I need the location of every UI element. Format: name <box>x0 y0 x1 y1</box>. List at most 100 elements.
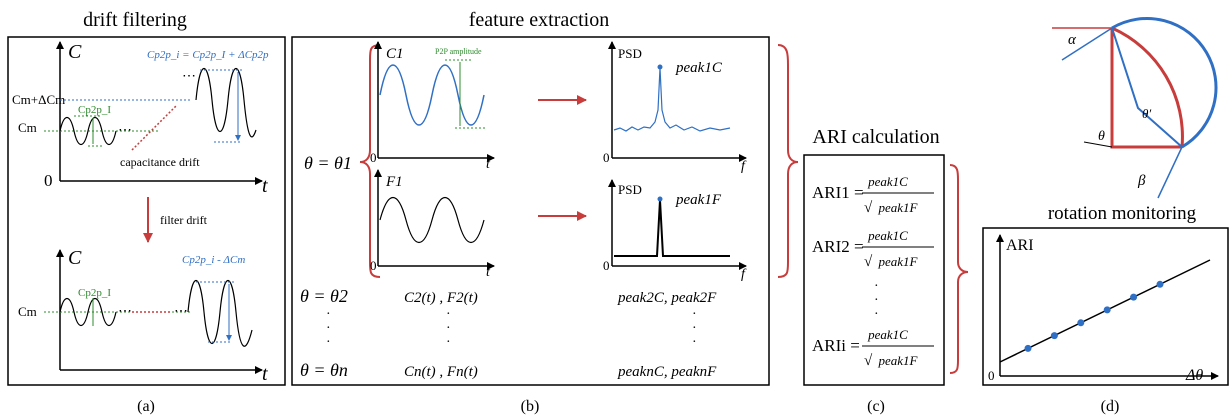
panel-b-peaks-2: peak2C, peak2F <box>617 290 717 306</box>
panel-b-signals-n: Cn(t) , Fn(t) <box>404 364 478 380</box>
panel-a-top-late-guides <box>200 69 244 143</box>
panel-a-bottom-cm-level: Cm <box>18 304 37 319</box>
panel-c-frame <box>803 154 945 386</box>
panel-b-psd-f-label: PSD <box>618 182 642 197</box>
panel-b-peaks-n: peaknC, peaknF <box>617 364 717 380</box>
panel-d-x-label: Δθ <box>1185 367 1203 384</box>
panel-d-y-label: ARI <box>1006 237 1034 254</box>
panel-d-theta-tick <box>1083 141 1113 148</box>
panel-b-peak-c: peak1C <box>675 60 723 76</box>
panel-b-psd-f-curve <box>614 199 730 257</box>
panel-c-row-2-den: peak1F <box>878 254 919 269</box>
panel-d-points <box>1024 280 1164 352</box>
panel-c-row-3-den: peak1F <box>878 353 919 368</box>
panel-a-filtered-equation: Cp2p_i - ΔCm <box>182 254 245 266</box>
panel-d-geometry <box>1052 17 1218 199</box>
panel-a-cm-level: Cm <box>18 120 37 135</box>
panel-b-frame <box>291 36 770 386</box>
panel-c-right-brace <box>949 164 969 374</box>
panel-c-vdot-2: · <box>874 293 879 308</box>
panel-b-right-brace <box>777 44 799 278</box>
panel-a-top-y-label: C <box>68 41 82 63</box>
panel-b-psd-c-f: f <box>741 159 747 174</box>
panel-b-theta2: θ = θ2 <box>300 286 348 306</box>
panel-a-label: (a) <box>137 398 155 415</box>
panel-d-frame <box>982 227 1229 386</box>
panel-c-label: (c) <box>867 398 885 415</box>
panel-d-theta: θ <box>1098 129 1105 144</box>
panel-b-f1-t: t <box>486 265 491 280</box>
panel-a-bottom-wave-early <box>59 297 117 327</box>
panel-c-vdot-3: · <box>874 307 879 322</box>
panel-a-filter-label: filter drift <box>160 213 208 227</box>
panel-d-theta-prime: θ′ <box>1142 106 1151 121</box>
panel-c-title: ARI calculation <box>812 126 939 148</box>
panel-b-c1-label: C1 <box>386 46 404 62</box>
panel-c-row-3-sqrt: √ <box>864 353 873 369</box>
panel-c-row-2-lhs: ARI2 = <box>812 237 864 256</box>
panel-b-title: feature extraction <box>469 9 609 31</box>
panel-c-row-2-sqrt: √ <box>864 254 873 270</box>
panel-b-vdots-1: · <box>326 307 331 322</box>
panel-c-row-1: ARI1 = peak1C √ peak1F <box>812 174 934 216</box>
panel-b-psd-f-origin: 0 <box>603 258 610 273</box>
panel-b-f1-wave <box>379 197 485 243</box>
panel-a-bottom-ellipsis: ⋯ <box>118 304 132 319</box>
panel-a-top-wave-early <box>59 116 117 146</box>
panel-c-vdot-1: · <box>874 279 879 294</box>
panel-a-top-x-label: t <box>262 175 268 197</box>
panel-b-peak-f: peak1F <box>675 192 722 208</box>
panel-b-label: (b) <box>521 398 540 415</box>
panel-b-f1-origin: 0 <box>370 258 377 273</box>
panel-a-bottom-late-guides <box>196 281 236 343</box>
panel-b-vdots-2: · <box>326 321 331 336</box>
panel-c-row-3: ARIi = peak1C √ peak1F <box>812 327 934 369</box>
panel-b-vdots-7: · <box>692 307 697 322</box>
panel-b-signals-2: C2(t) , F2(t) <box>404 290 478 306</box>
panel-d-red-arc <box>1111 26 1184 148</box>
panel-d-beta: β <box>1137 173 1146 189</box>
panel-a-cm-delta-level: Cm+ΔCm <box>12 92 65 107</box>
panel-b-c1-wave <box>379 64 485 126</box>
panel-c-row-2: ARI2 = peak1C √ peak1F <box>812 228 934 270</box>
panel-b-amplitude-note: P2P amplitude <box>435 47 482 56</box>
panel-a-bottom-wave-late <box>187 279 253 347</box>
panel-d-blue-arc <box>1111 17 1218 149</box>
panel-b-psd-f-peak-dot <box>657 196 663 202</box>
panel-a-top-origin: 0 <box>44 171 53 190</box>
panel-a-bottom-ellipsis-2: ⋯ <box>174 304 188 319</box>
panel-c-row-1-lhs: ARI1 = <box>812 183 864 202</box>
panel-d-point-1 <box>1024 344 1032 352</box>
panel-a-drift-line <box>131 105 177 151</box>
panel-b-theta1: θ = θ1 <box>304 153 352 173</box>
panel-d-alpha: α <box>1068 32 1077 48</box>
panel-a-top-ellipsis: ⋯ <box>118 123 132 138</box>
panel-d-point-3 <box>1077 319 1085 327</box>
panel-b-psd-c-origin: 0 <box>603 150 610 165</box>
panel-d-point-5 <box>1130 293 1138 301</box>
panel-a-bottom-y-label: C <box>68 247 82 269</box>
panel-b-psd-c-peak-dot <box>657 64 663 70</box>
panel-a-top-wave-late <box>195 67 257 138</box>
panel-a-top-ellipsis-2: ⋯ <box>182 69 196 84</box>
panel-d-point-2 <box>1050 332 1058 340</box>
panel-a-drift-note: capacitance drift <box>120 155 200 169</box>
panel-d-beta-line <box>1157 146 1183 199</box>
panel-b-f1-label: F1 <box>385 174 403 190</box>
panel-c-row-1-num: peak1C <box>867 174 908 189</box>
panel-b-c1-origin: 0 <box>370 150 377 165</box>
panel-d-blue-links <box>1111 27 1183 148</box>
panel-d-alpha-line <box>1061 27 1113 61</box>
panel-b-vdots-6: · <box>446 335 451 350</box>
panel-d-title: rotation monitoring <box>1048 203 1197 224</box>
panel-d-origin: 0 <box>988 368 995 383</box>
panel-b-vdots-9: · <box>692 335 697 350</box>
panel-d-point-6 <box>1156 280 1164 288</box>
panel-b-thetan: θ = θn <box>300 360 348 380</box>
panel-b-vdots-4: · <box>446 307 451 322</box>
panel-b-theta1-brace <box>359 44 381 278</box>
panel-c-row-1-den: peak1F <box>878 200 919 215</box>
panel-a-title: drift filtering <box>83 9 187 31</box>
panel-c-row-2-num: peak1C <box>867 228 908 243</box>
panel-d-label: (d) <box>1101 398 1120 415</box>
